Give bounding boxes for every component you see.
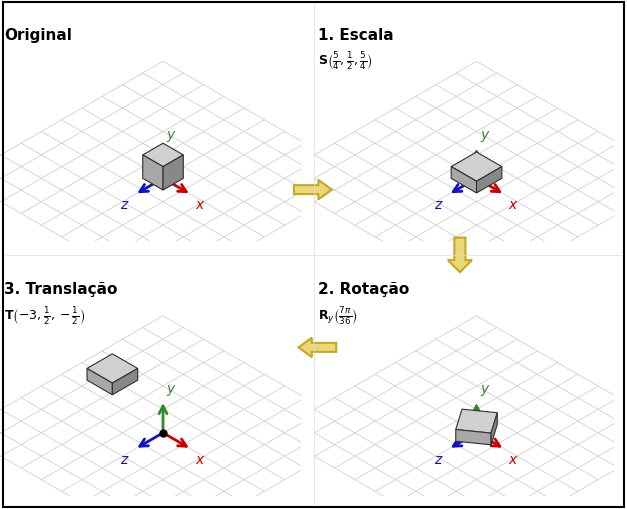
Polygon shape — [87, 354, 138, 383]
Text: $y$: $y$ — [166, 383, 177, 399]
Text: $z$: $z$ — [433, 453, 443, 467]
Text: $x$: $x$ — [508, 198, 519, 212]
Text: $\mathbf{R}_y\left(\frac{7\pi}{36}\right)$: $\mathbf{R}_y\left(\frac{7\pi}{36}\right… — [318, 305, 357, 327]
Polygon shape — [451, 152, 502, 181]
Polygon shape — [163, 155, 183, 190]
Polygon shape — [112, 369, 138, 395]
Text: $x$: $x$ — [195, 453, 206, 467]
Text: $y$: $y$ — [480, 383, 490, 399]
Text: $y$: $y$ — [166, 129, 177, 144]
Text: 1. Escala: 1. Escala — [318, 28, 393, 43]
Text: $\mathbf{T}\left(-3,\frac{1}{2},-\frac{1}{2}\right)$: $\mathbf{T}\left(-3,\frac{1}{2},-\frac{1… — [4, 305, 85, 327]
FancyArrow shape — [298, 337, 336, 357]
Polygon shape — [87, 369, 112, 395]
Text: $z$: $z$ — [120, 453, 130, 467]
Text: $x$: $x$ — [195, 198, 206, 212]
FancyArrow shape — [448, 238, 472, 272]
Text: $\mathbf{S}\left(\frac{5}{4},\frac{1}{2},\frac{5}{4}\right)$: $\mathbf{S}\left(\frac{5}{4},\frac{1}{2}… — [318, 50, 372, 72]
Text: 3. Translação: 3. Translação — [4, 282, 117, 297]
Polygon shape — [451, 166, 477, 193]
Polygon shape — [477, 166, 502, 193]
Text: $y$: $y$ — [480, 129, 490, 144]
Polygon shape — [491, 413, 497, 445]
Polygon shape — [456, 430, 491, 445]
Text: $z$: $z$ — [433, 198, 443, 212]
Text: 2. Rotação: 2. Rotação — [318, 282, 409, 297]
Text: Original: Original — [4, 28, 72, 43]
FancyArrow shape — [294, 180, 332, 200]
Polygon shape — [456, 409, 497, 433]
Polygon shape — [143, 155, 163, 190]
Text: $z$: $z$ — [120, 198, 130, 212]
Text: $x$: $x$ — [508, 453, 519, 467]
Polygon shape — [143, 143, 183, 166]
